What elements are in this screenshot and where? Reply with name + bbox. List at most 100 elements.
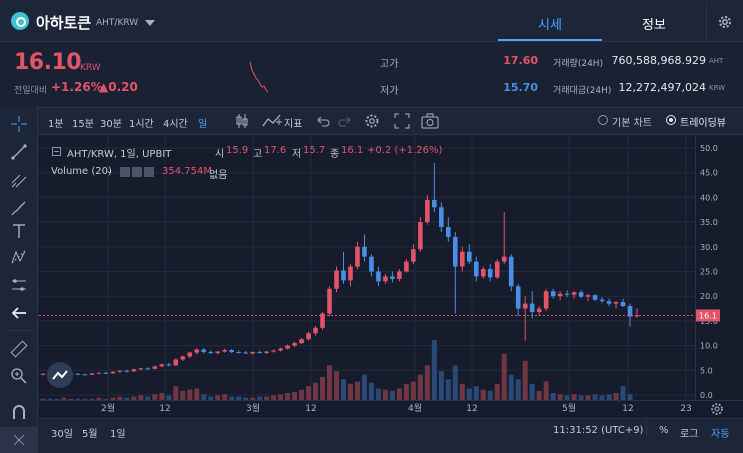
collapse-tools-button[interactable] — [0, 427, 38, 453]
candle-body — [627, 306, 633, 317]
market-dropdown-icon[interactable] — [145, 20, 155, 26]
volume-bar — [103, 398, 109, 400]
undo-icon[interactable] — [316, 114, 330, 128]
crosshair-icon[interactable] — [10, 115, 28, 133]
axis-settings-icon[interactable] — [709, 401, 725, 420]
tab-info[interactable]: 정보 — [642, 18, 666, 33]
candle-body — [571, 292, 577, 295]
zoom-in-icon[interactable] — [10, 367, 28, 385]
price-axis[interactable] — [695, 136, 743, 400]
volume-legend-controls[interactable] — [120, 167, 154, 177]
candle-body — [515, 286, 521, 309]
volume-24h-label: 거래량(24H) — [553, 59, 604, 69]
candle-type-icon[interactable] — [234, 113, 250, 129]
candle-body — [145, 368, 151, 370]
chart-plot-area[interactable] — [39, 136, 695, 400]
time-axis[interactable] — [39, 400, 743, 418]
tab-active-underline — [498, 39, 602, 41]
brush-icon[interactable] — [10, 199, 28, 217]
candle-body — [327, 288, 332, 314]
volume-bar — [152, 394, 158, 400]
range-5m[interactable]: 5월 — [82, 429, 98, 440]
volume-bar — [550, 393, 556, 400]
volume-bar — [515, 379, 521, 400]
volume-bar — [627, 394, 633, 400]
auto-toggle[interactable]: 자동 — [711, 429, 730, 440]
indicator-button[interactable]: 지표 — [284, 119, 303, 130]
volume-bar — [382, 389, 388, 400]
volume-bar — [445, 379, 451, 400]
collapse-legend-button[interactable] — [52, 147, 61, 156]
volume-bar — [368, 382, 374, 400]
fullscreen-icon[interactable] — [394, 113, 410, 129]
volume-bar — [299, 389, 305, 400]
candle-body — [362, 246, 367, 257]
basic-chart-radio[interactable] — [598, 115, 608, 125]
volume-bar — [320, 376, 326, 400]
interval-30m[interactable]: 30분 — [100, 119, 122, 130]
x-tick-label: 12 — [159, 404, 170, 414]
range-30d[interactable]: 30일 — [51, 429, 73, 440]
interval-15m[interactable]: 15분 — [72, 119, 94, 130]
chart-settings-icon[interactable] — [364, 113, 380, 129]
candle-body — [425, 199, 430, 223]
fibonacci-icon[interactable] — [10, 171, 28, 189]
candle-body — [292, 343, 297, 346]
volume-bar — [250, 397, 256, 400]
volume-legend-caret-icon[interactable]: ⌄ — [106, 166, 113, 175]
tradingview-label[interactable]: 트레이딩뷰 — [680, 118, 726, 129]
y-tick-label: 20.0 — [700, 292, 718, 301]
interval-1d[interactable]: 일 — [198, 119, 208, 130]
log-toggle[interactable]: 로그 — [680, 429, 699, 440]
change-amount: ▲0.20 — [99, 80, 138, 94]
volume-bar — [606, 394, 612, 400]
camera-icon[interactable] — [421, 113, 439, 129]
text-tool-icon[interactable] — [10, 222, 28, 240]
volume-bar — [236, 396, 242, 400]
change-percent: +1.26% — [51, 80, 103, 94]
legend-change: +0.2 (+1.26%) — [367, 145, 443, 156]
settings-button[interactable] — [706, 4, 743, 40]
volume-bar — [131, 396, 137, 400]
trendline-icon[interactable] — [10, 143, 28, 161]
range-1d[interactable]: 1일 — [110, 429, 126, 440]
back-arrow-icon[interactable] — [10, 304, 28, 322]
x-tick-label: 3월 — [246, 402, 260, 414]
tradingview-logo-icon[interactable] — [47, 362, 73, 388]
volume-bar — [117, 396, 123, 400]
candle-body — [243, 352, 248, 354]
volume-bar — [47, 398, 53, 400]
candle-body — [264, 351, 269, 354]
volume-bar — [89, 398, 95, 400]
tab-price[interactable]: 시세 — [538, 18, 562, 33]
legend-high-label: 고 — [253, 149, 263, 160]
volume-bar — [75, 398, 81, 400]
pattern-icon[interactable] — [10, 248, 28, 266]
volume-bar — [571, 394, 577, 400]
candle-body — [480, 269, 486, 277]
candle-body — [173, 359, 179, 366]
interval-1h[interactable]: 1시간 — [129, 119, 154, 130]
volume-bar — [347, 383, 353, 400]
volume-bar — [40, 398, 46, 400]
coin-logo-icon — [11, 12, 29, 30]
magnet-icon[interactable] — [10, 403, 28, 421]
measure-icon[interactable] — [10, 276, 28, 294]
last-price-label: 16.1 — [699, 311, 717, 320]
percent-toggle[interactable]: % — [659, 425, 669, 436]
volume-bar — [229, 396, 235, 400]
candle-body — [75, 373, 81, 375]
x-tick-label: 12 — [622, 404, 633, 414]
ruler-icon[interactable] — [10, 340, 28, 358]
volume-bar — [145, 396, 151, 400]
interval-1m[interactable]: 1분 — [48, 119, 64, 130]
redo-icon[interactable] — [338, 114, 352, 128]
candle-body — [383, 276, 388, 282]
indicator-icon[interactable] — [262, 113, 282, 129]
volume-bar — [508, 374, 514, 400]
tradingview-radio[interactable] — [666, 115, 676, 125]
interval-4h[interactable]: 4시간 — [163, 119, 188, 130]
basic-chart-label[interactable]: 기본 차트 — [612, 118, 652, 129]
candle-body — [585, 295, 591, 297]
candle-body — [453, 236, 458, 267]
